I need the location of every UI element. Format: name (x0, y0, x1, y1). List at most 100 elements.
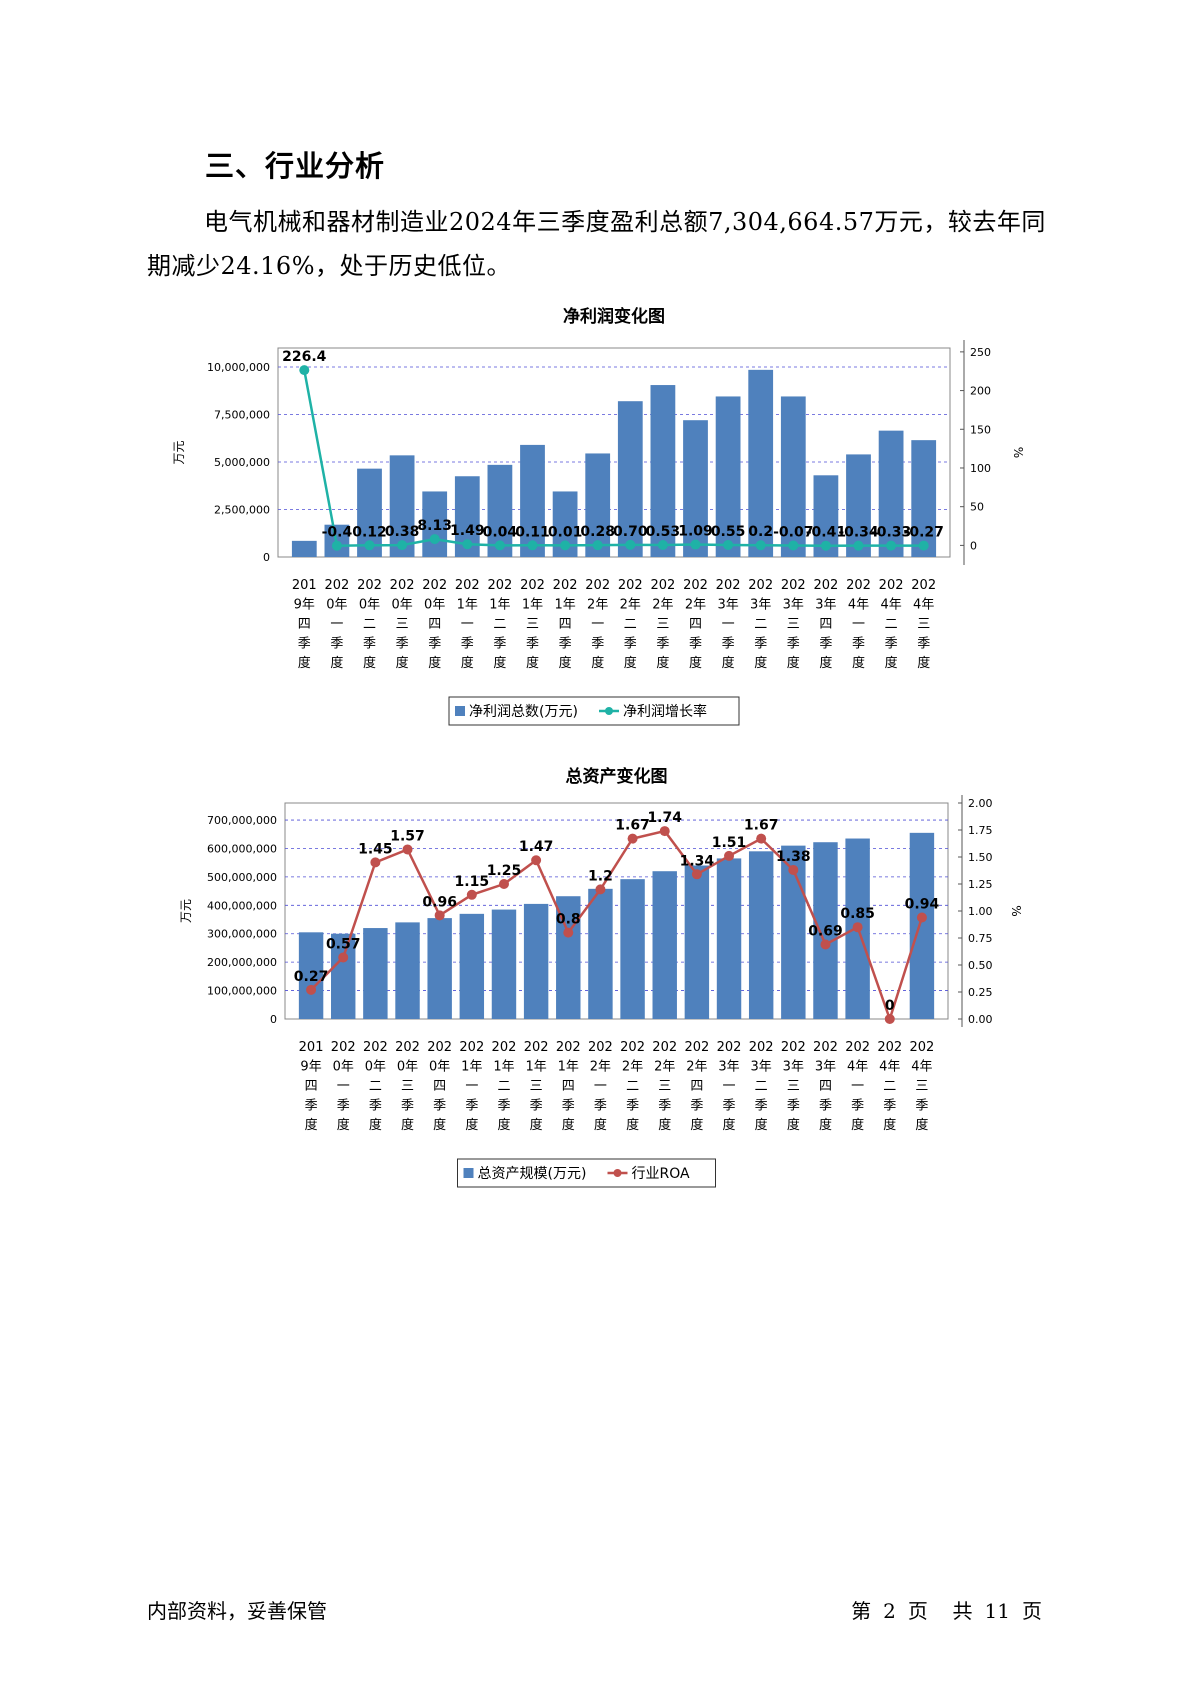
y-tick-label: 0 (263, 551, 270, 564)
x-tick-label: 202 (781, 1040, 806, 1055)
x-tick-label: 0年 (326, 598, 347, 613)
line-point (364, 540, 375, 551)
x-tick-label: 202 (487, 578, 512, 593)
x-tick-label: 四 (298, 617, 311, 632)
x-tick-label: 202 (520, 578, 545, 593)
x-tick-label: 4年 (913, 598, 934, 613)
x-tick-label: 三 (526, 617, 539, 632)
x-tick-label: 202 (652, 1040, 677, 1055)
line-point (627, 833, 638, 844)
data-label: 1.67 (615, 818, 650, 834)
x-tick-label: 季 (330, 637, 343, 652)
y-axis-label: 万元 (172, 440, 186, 464)
legend-line-marker (613, 1169, 622, 1177)
x-tick-label: 度 (851, 1117, 864, 1133)
data-label: 1.57 (390, 828, 425, 844)
x-tick-label: 4年 (848, 598, 869, 613)
x-tick-label: 2年 (685, 598, 706, 613)
x-tick-label: 0年 (429, 1060, 450, 1075)
x-tick-label: 四 (689, 617, 702, 632)
line-point (462, 539, 473, 550)
legend-bar-swatch (455, 706, 465, 716)
line-point (788, 864, 799, 875)
x-tick-label: 202 (683, 578, 708, 593)
data-label: -0.41 (806, 525, 846, 541)
data-label: 0.57 (326, 936, 361, 952)
x-tick-label: 度 (656, 655, 669, 671)
bar (520, 444, 545, 557)
data-label: 1.2 (588, 868, 613, 884)
x-tick-label: 四 (433, 1079, 446, 1094)
x-tick-label: 度 (363, 655, 376, 671)
line-point (788, 540, 799, 551)
x-tick-label: 季 (883, 1099, 896, 1114)
x-tick-label: 一 (591, 617, 604, 632)
line-point (820, 939, 831, 950)
x-tick-label: 三 (787, 1079, 800, 1094)
x-tick-label: 4年 (847, 1060, 868, 1075)
y2-tick-label: 0 (970, 539, 977, 552)
line-point (494, 540, 505, 551)
line-point (884, 1014, 895, 1024)
x-tick-label: 202 (390, 578, 415, 593)
x-tick-label: 202 (459, 1040, 484, 1055)
data-label: 0.69 (808, 923, 843, 939)
x-tick-label: 一 (722, 617, 735, 632)
x-tick-label: 一 (851, 1079, 864, 1094)
x-tick-label: 一 (723, 1079, 736, 1094)
x-tick-label: 度 (852, 655, 865, 671)
footer-confidential: 内部资料，妥善保管 (147, 1599, 327, 1623)
page-number: 2 (883, 1599, 896, 1623)
y2-tick-label: 1.00 (968, 905, 993, 918)
x-tick-label: 202 (879, 578, 904, 593)
x-tick-label: 202 (524, 1040, 549, 1055)
x-tick-label: 季 (369, 1099, 382, 1114)
data-label: 0.96 (422, 894, 457, 910)
y-tick-label: 700,000,000 (207, 814, 277, 827)
line-point (820, 540, 831, 551)
chart-svg: 净利润变化图 0 2,500,000 5,000,000 7,500,000 10,000… (172, 306, 1025, 726)
x-tick-label: 202 (455, 578, 480, 593)
x-tick-label: 度 (493, 655, 506, 671)
x-tick-label: 1年 (461, 1060, 482, 1075)
x-tick-label: 度 (626, 1117, 639, 1133)
x-tick-label: 1年 (558, 1060, 579, 1075)
data-label: 0.55 (711, 524, 746, 540)
x-tick-label: 季 (559, 637, 572, 652)
line-point (402, 844, 413, 855)
line-point (370, 857, 381, 868)
x-tick-label: 一 (330, 617, 343, 632)
legend (457, 1158, 716, 1188)
x-tick-label: 三 (915, 1079, 928, 1094)
x-tick-label: 202 (553, 578, 578, 593)
bar (620, 879, 645, 1019)
summary-paragraph: 电气机械和器材制造业2024年三季度盈利总额7,304,664.57万元，较去年… (147, 208, 1046, 280)
data-label: 1.49 (450, 523, 485, 539)
x-tick-label: 季 (723, 1099, 736, 1114)
x-tick-label: 202 (427, 1040, 452, 1055)
page-suffix: 页 (907, 1599, 928, 1623)
line-point (531, 855, 542, 866)
y2-tick-label: 250 (970, 346, 991, 359)
x-tick-label: 季 (819, 637, 832, 652)
x-tick-label: 四 (428, 617, 441, 632)
x-tick-label: 季 (298, 637, 311, 652)
x-tick-label: 一 (852, 617, 865, 632)
line-point (916, 912, 927, 923)
x-tick-label: 季 (493, 637, 506, 652)
x-tick-label: 0年 (391, 598, 412, 613)
legend-bar-label: 总资产规模(万元) (478, 1166, 587, 1182)
data-label: 8.13 (417, 518, 452, 534)
x-tick-label: 度 (915, 1117, 928, 1133)
page-prefix: 第 (851, 1599, 872, 1623)
y2-tick-label: 0.25 (968, 986, 993, 999)
x-tick-label: 度 (526, 655, 539, 671)
line-point (560, 540, 571, 551)
x-tick-label: 202 (395, 1040, 420, 1055)
x-tick-label: 四 (819, 617, 832, 632)
data-label: 0.2 (748, 524, 773, 540)
x-tick-label: 四 (819, 1079, 832, 1094)
y-tick-label: 400,000,000 (207, 899, 277, 912)
data-label: 226.4 (282, 349, 327, 365)
x-tick-label: 0年 (359, 598, 380, 613)
